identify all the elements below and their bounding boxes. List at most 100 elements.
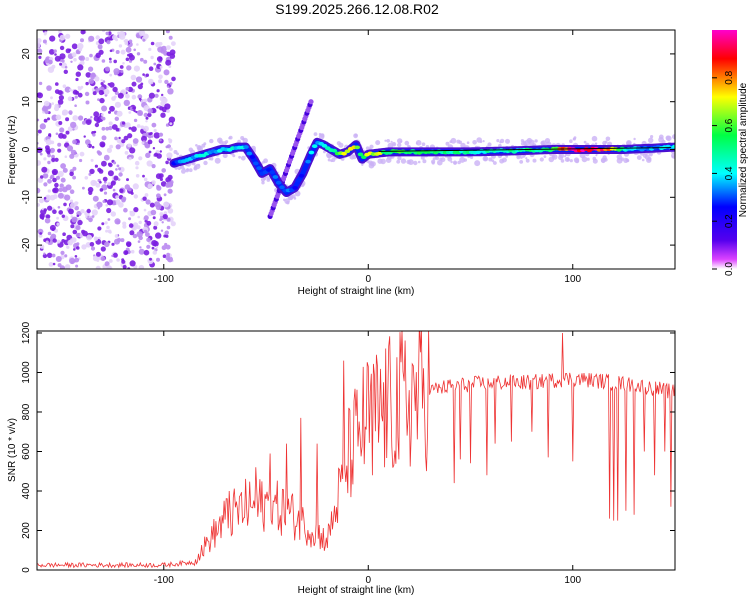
noise-speckle	[101, 126, 106, 131]
noise-speckle	[159, 212, 164, 217]
noise-speckle	[53, 49, 57, 53]
colorbar-tick-label: 0.8	[724, 70, 735, 84]
noise-speckle	[127, 143, 132, 148]
halo-speckle	[499, 141, 502, 144]
noise-speckle	[165, 145, 169, 149]
noise-speckle	[125, 57, 130, 62]
noise-speckle	[58, 95, 64, 101]
noise-speckle	[151, 246, 155, 250]
noise-speckle	[68, 208, 74, 215]
noise-speckle	[85, 57, 90, 61]
halo-speckle	[197, 146, 204, 152]
noise-speckle	[131, 94, 137, 100]
noise-speckle	[115, 50, 120, 54]
halo-speckle	[594, 142, 598, 145]
noise-speckle	[106, 265, 113, 269]
noise-speckle	[85, 100, 90, 105]
noise-speckle	[111, 242, 115, 246]
noise-speckle	[146, 220, 152, 226]
noise-speckle	[115, 195, 119, 199]
noise-speckle	[132, 138, 139, 144]
noise-speckle	[86, 234, 93, 241]
colorbar-gradient	[712, 30, 737, 269]
halo-speckle	[404, 140, 410, 146]
halo-speckle	[197, 163, 201, 167]
noise-speckle	[74, 254, 78, 258]
halo-speckle	[318, 133, 325, 140]
noise-speckle	[152, 147, 156, 150]
noise-speckle	[137, 240, 141, 243]
noise-speckle	[83, 135, 86, 138]
noise-speckle	[70, 60, 73, 63]
noise-speckle	[75, 232, 81, 238]
noise-speckle	[108, 110, 111, 114]
noise-speckle	[89, 73, 97, 80]
noise-speckle	[59, 34, 66, 41]
noise-speckle	[92, 255, 99, 262]
noise-speckle	[125, 46, 132, 53]
halo-speckle	[242, 137, 248, 144]
noise-speckle	[118, 44, 123, 48]
noise-speckle	[139, 246, 142, 249]
noise-speckle	[120, 69, 124, 73]
noise-speckle	[166, 85, 170, 88]
halo-speckle	[331, 155, 334, 158]
y-tick-label: 10	[21, 96, 32, 108]
noise-speckle	[101, 113, 104, 117]
noise-speckle	[130, 249, 135, 254]
noise-speckle	[166, 109, 170, 113]
noise-speckle	[107, 162, 112, 166]
halo-speckle	[479, 140, 483, 144]
noise-speckle	[132, 233, 138, 239]
noise-speckle	[98, 38, 105, 45]
noise-speckle	[163, 234, 167, 238]
noise-speckle	[164, 79, 169, 85]
noise-speckle	[164, 103, 171, 110]
halo-speckle	[501, 157, 507, 163]
noise-speckle	[145, 120, 148, 123]
noise-speckle	[85, 119, 92, 125]
halo-speckle	[539, 157, 544, 162]
noise-speckle	[151, 240, 158, 247]
halo-speckle	[286, 201, 290, 205]
noise-speckle	[155, 173, 162, 180]
noise-speckle	[88, 66, 94, 72]
noise-speckle	[168, 65, 172, 68]
noise-speckle	[129, 147, 136, 154]
noise-speckle	[51, 157, 56, 162]
noise-speckle	[164, 242, 168, 247]
noise-speckle	[148, 92, 155, 99]
noise-speckle	[72, 139, 77, 145]
halo-speckle	[203, 160, 208, 166]
noise-speckle	[62, 232, 66, 236]
noise-speckle	[111, 96, 116, 101]
noise-speckle	[37, 147, 43, 154]
noise-speckle	[43, 118, 48, 123]
noise-speckle	[79, 151, 85, 157]
x-tick-label: 100	[564, 274, 581, 285]
noise-speckle	[87, 143, 93, 148]
noise-speckle	[113, 161, 117, 165]
noise-speckle	[106, 40, 111, 45]
noise-speckle	[129, 210, 136, 217]
noise-speckle	[123, 99, 130, 107]
noise-speckle	[124, 151, 129, 155]
noise-speckle	[103, 180, 107, 184]
noise-speckle	[55, 175, 61, 180]
halo-speckle	[592, 158, 598, 164]
halo-speckle	[573, 157, 580, 163]
noise-speckle	[94, 164, 98, 168]
noise-speckle	[104, 221, 108, 225]
noise-speckle	[52, 177, 57, 183]
ridge-point	[305, 159, 311, 164]
halo-speckle	[240, 155, 246, 161]
noise-speckle	[65, 33, 71, 39]
noise-speckle	[73, 248, 76, 251]
noise-speckle	[92, 91, 97, 96]
noise-speckle	[47, 160, 51, 165]
noise-speckle	[76, 242, 80, 246]
noise-speckle	[57, 142, 62, 147]
y-tick-label: -10	[21, 190, 32, 205]
noise-speckle	[46, 85, 52, 91]
noise-speckle	[93, 130, 97, 134]
